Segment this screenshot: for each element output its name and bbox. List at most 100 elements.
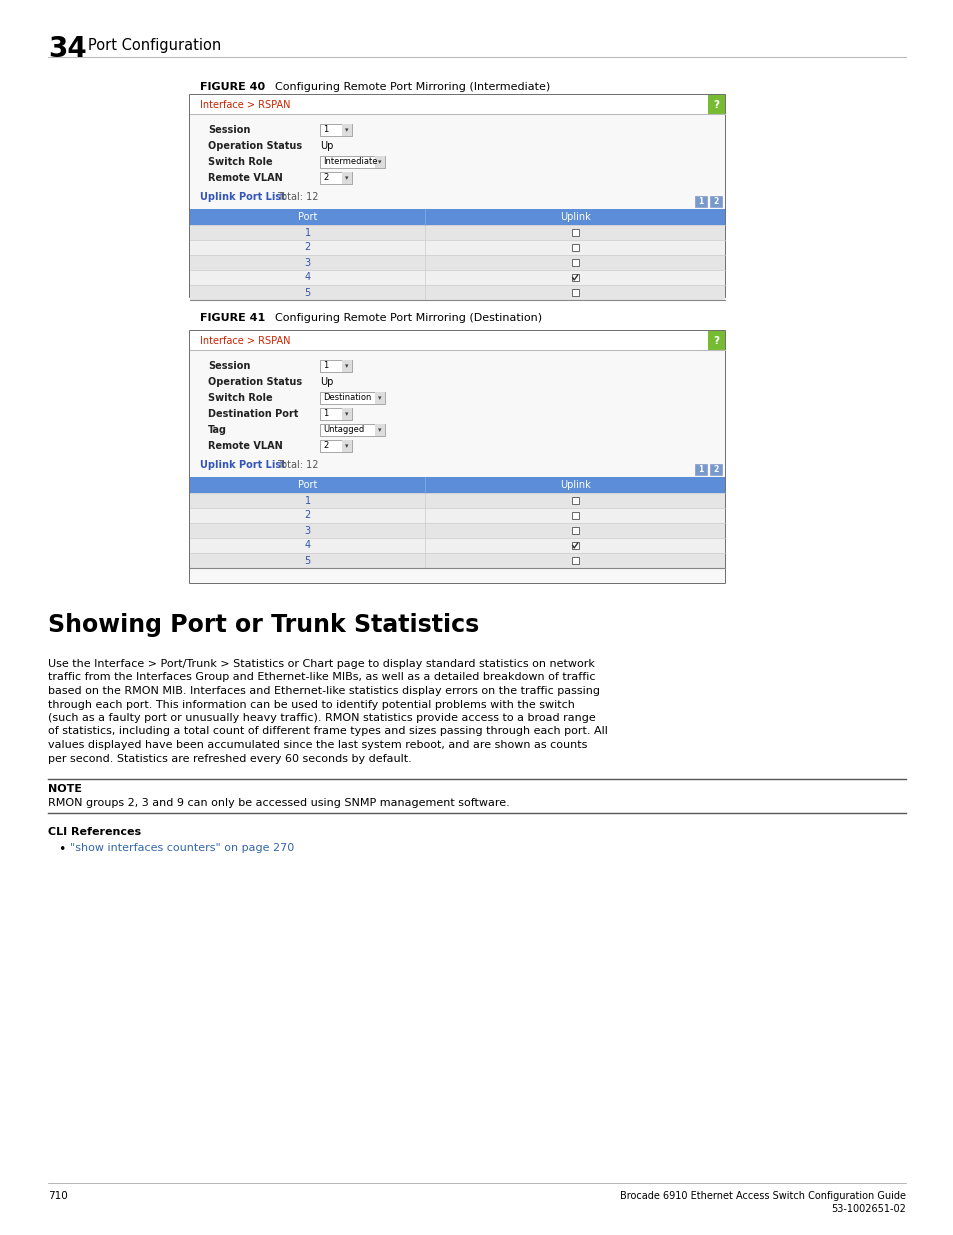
Text: Port: Port	[297, 212, 317, 222]
Text: Destination: Destination	[323, 394, 371, 403]
Text: ▾: ▾	[377, 395, 381, 401]
Text: ▾: ▾	[345, 411, 349, 417]
Text: ▾: ▾	[377, 427, 381, 433]
Text: traffic from the Interfaces Group and Ethernet-like MIBs, as well as a detailed : traffic from the Interfaces Group and Et…	[48, 673, 595, 683]
Text: ▾: ▾	[345, 127, 349, 133]
Text: Port: Port	[297, 480, 317, 490]
Bar	[571, 557, 578, 564]
Bar	[571, 542, 578, 550]
Text: Operation Status: Operation Status	[208, 377, 302, 387]
Bar	[695, 464, 706, 475]
Bar	[190, 225, 724, 240]
Bar	[190, 254, 724, 270]
Text: Uplink Port List: Uplink Port List	[200, 191, 286, 203]
Bar	[341, 172, 352, 184]
Text: Operation Status: Operation Status	[208, 141, 302, 151]
Bar	[571, 228, 578, 236]
Text: 2: 2	[323, 441, 328, 451]
Text: Up: Up	[319, 141, 333, 151]
Text: per second. Statistics are refreshed every 60 seconds by default.: per second. Statistics are refreshed eve…	[48, 753, 412, 763]
Text: Tag: Tag	[208, 425, 227, 435]
Bar	[319, 172, 352, 184]
Text: Port Configuration: Port Configuration	[88, 38, 221, 53]
Text: 710: 710	[48, 1191, 68, 1200]
Bar	[571, 527, 578, 534]
Bar	[190, 538, 724, 553]
Text: Remote VLAN: Remote VLAN	[208, 173, 282, 183]
Text: through each port. This information can be used to identify potential problems w: through each port. This information can …	[48, 699, 575, 709]
Text: •: •	[58, 844, 66, 856]
Text: Interface > RSPAN: Interface > RSPAN	[200, 100, 291, 110]
Bar	[319, 156, 385, 168]
Text: ▾: ▾	[345, 175, 349, 182]
Text: "show interfaces counters" on page 270: "show interfaces counters" on page 270	[70, 844, 294, 853]
Bar	[190, 209, 724, 225]
Text: Uplink Port List: Uplink Port List	[200, 459, 286, 471]
Text: Interface > RSPAN: Interface > RSPAN	[200, 336, 291, 346]
Bar	[190, 553, 724, 568]
Bar	[190, 331, 724, 583]
Text: Showing Port or Trunk Statistics: Showing Port or Trunk Statistics	[48, 613, 478, 637]
Text: 1: 1	[323, 126, 328, 135]
Text: Total: 12: Total: 12	[276, 191, 318, 203]
Bar	[319, 424, 385, 436]
Bar	[707, 95, 724, 114]
Text: ?: ?	[713, 100, 719, 110]
Text: 2: 2	[323, 173, 328, 183]
Bar	[190, 477, 724, 493]
Text: NOTE: NOTE	[48, 784, 82, 794]
Bar	[319, 440, 352, 452]
Text: ?: ?	[713, 336, 719, 346]
Bar	[571, 289, 578, 296]
Text: ▾: ▾	[377, 159, 381, 165]
Text: of statistics, including a total count of different frame types and sizes passin: of statistics, including a total count o…	[48, 726, 607, 736]
Text: RMON groups 2, 3 and 9 can only be accessed using SNMP management software.: RMON groups 2, 3 and 9 can only be acces…	[48, 798, 509, 808]
Text: Up: Up	[319, 377, 333, 387]
Bar	[190, 350, 724, 583]
Bar	[375, 156, 385, 168]
Bar	[709, 196, 721, 207]
Text: 5: 5	[304, 288, 311, 298]
Bar	[571, 259, 578, 266]
Text: values displayed have been accumulated since the last system reboot, and are sho: values displayed have been accumulated s…	[48, 740, 587, 750]
Text: 5: 5	[304, 556, 311, 566]
Text: Uplink: Uplink	[559, 480, 590, 490]
Text: Configuring Remote Port Mirroring (Destination): Configuring Remote Port Mirroring (Desti…	[274, 312, 541, 324]
Text: ▾: ▾	[345, 443, 349, 450]
Bar	[375, 391, 385, 404]
Text: 1: 1	[304, 227, 311, 237]
Text: 1: 1	[323, 410, 328, 419]
Bar	[190, 95, 724, 114]
Text: Uplink: Uplink	[559, 212, 590, 222]
Text: 2: 2	[304, 242, 311, 252]
Bar	[319, 408, 352, 420]
Bar	[190, 240, 724, 254]
Bar	[341, 408, 352, 420]
Bar	[190, 114, 724, 296]
Bar	[190, 331, 724, 350]
Text: ▾: ▾	[345, 363, 349, 369]
Text: 3: 3	[304, 526, 311, 536]
Text: Configuring Remote Port Mirroring (Intermediate): Configuring Remote Port Mirroring (Inter…	[274, 82, 550, 91]
Bar	[695, 196, 706, 207]
Bar	[190, 493, 724, 508]
Bar	[571, 513, 578, 519]
Text: 1: 1	[698, 198, 703, 206]
Text: CLI References: CLI References	[48, 827, 141, 837]
Bar	[190, 508, 724, 522]
Bar	[375, 424, 385, 436]
Text: Session: Session	[208, 361, 250, 370]
Text: Intermediate: Intermediate	[323, 158, 377, 167]
Bar	[709, 464, 721, 475]
Text: 2: 2	[713, 198, 718, 206]
Text: Brocade 6910 Ethernet Access Switch Configuration Guide
53-1002651-02: Brocade 6910 Ethernet Access Switch Conf…	[619, 1191, 905, 1214]
Text: Session: Session	[208, 125, 250, 135]
Bar	[190, 285, 724, 300]
Bar	[319, 359, 352, 372]
Text: Destination Port: Destination Port	[208, 409, 298, 419]
Text: Untagged: Untagged	[323, 426, 364, 435]
Text: Switch Role: Switch Role	[208, 393, 273, 403]
Text: 3: 3	[304, 258, 311, 268]
Text: based on the RMON MIB. Interfaces and Ethernet-like statistics display errors on: based on the RMON MIB. Interfaces and Et…	[48, 685, 599, 697]
Text: 1: 1	[323, 362, 328, 370]
